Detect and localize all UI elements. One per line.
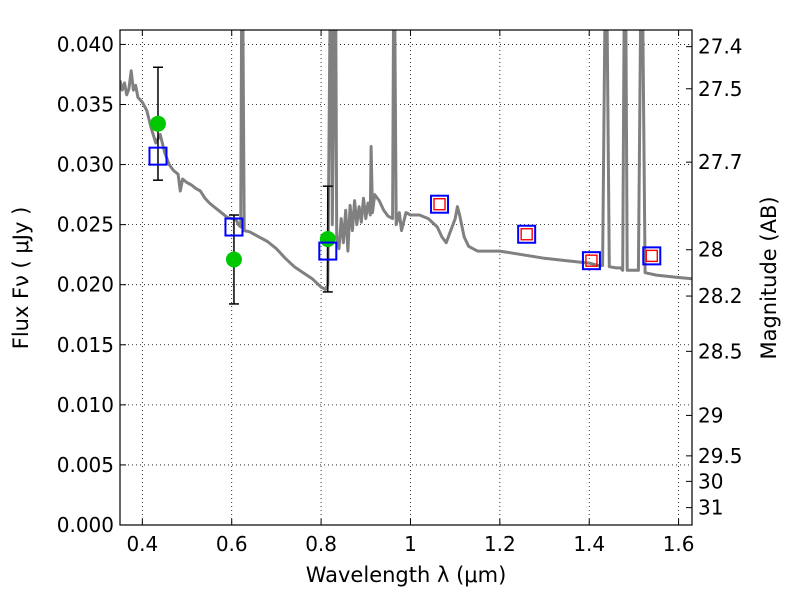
observed-point [225, 251, 242, 268]
model-square-inner [645, 249, 658, 263]
x-axis-label: Wavelength λ (μm) [306, 563, 507, 587]
x-tick-label: 0.8 [305, 532, 337, 556]
model-square-inner [520, 228, 533, 241]
model-square [224, 217, 244, 237]
x-tick-label: 0.6 [216, 532, 248, 556]
y-tick-label: 0.020 [57, 273, 114, 297]
y-tick-label: 0.025 [57, 213, 114, 237]
model-square [581, 251, 601, 271]
model-square [642, 246, 662, 266]
model-square [148, 146, 168, 166]
model-square [430, 194, 450, 214]
mag-tick-label: 31 [698, 496, 723, 520]
x-tick-label: 1.2 [484, 532, 516, 556]
mag-tick-label: 27.4 [698, 35, 743, 59]
x-tick-label: 1.4 [573, 532, 605, 556]
observed-point [149, 115, 166, 132]
y-tick-label: 0.035 [57, 92, 114, 116]
observed-point [319, 231, 336, 248]
model-square-inner [433, 198, 446, 211]
y-tick-label: 0.005 [57, 453, 114, 477]
model-square-inner [585, 254, 598, 267]
mag-tick-label: 28.2 [698, 284, 743, 308]
grid-lines [120, 30, 692, 526]
y-tick-label: 0.000 [57, 513, 114, 537]
x-tick-label: 1 [404, 532, 417, 556]
model-square [517, 224, 537, 244]
y-tick-label: 0.015 [57, 333, 114, 357]
mag-tick-label: 28.5 [698, 339, 743, 363]
axis-ticks: 0.4 0.6 0.8 1 1.2 1.4 1.6 0.000 0.005 0.010 0.015 0… [57, 30, 743, 556]
y-tick-label: 0.030 [57, 153, 114, 177]
model-square [318, 241, 338, 261]
mag-tick-label: 30 [698, 469, 723, 493]
plot-frame [119, 29, 693, 526]
x-tick-label: 1.6 [663, 532, 695, 556]
y-tick-label: 0.010 [57, 393, 114, 417]
mag-tick-label: 29 [698, 403, 723, 427]
mag-tick-label: 27.7 [698, 150, 743, 174]
y2-axis-label: Magnitude (AB) [757, 196, 781, 359]
mag-tick-label: 29.5 [698, 444, 743, 468]
x-tick-label: 0.4 [126, 532, 158, 556]
mag-tick-label: 27.5 [698, 77, 743, 101]
mag-tick-label: 28 [698, 238, 723, 262]
plot-area [120, 30, 692, 305]
y-tick-label: 0.040 [57, 32, 114, 56]
spectrum-line [120, 30, 692, 291]
y-axis-label: Flux Fν ( μJy ) [9, 207, 33, 350]
